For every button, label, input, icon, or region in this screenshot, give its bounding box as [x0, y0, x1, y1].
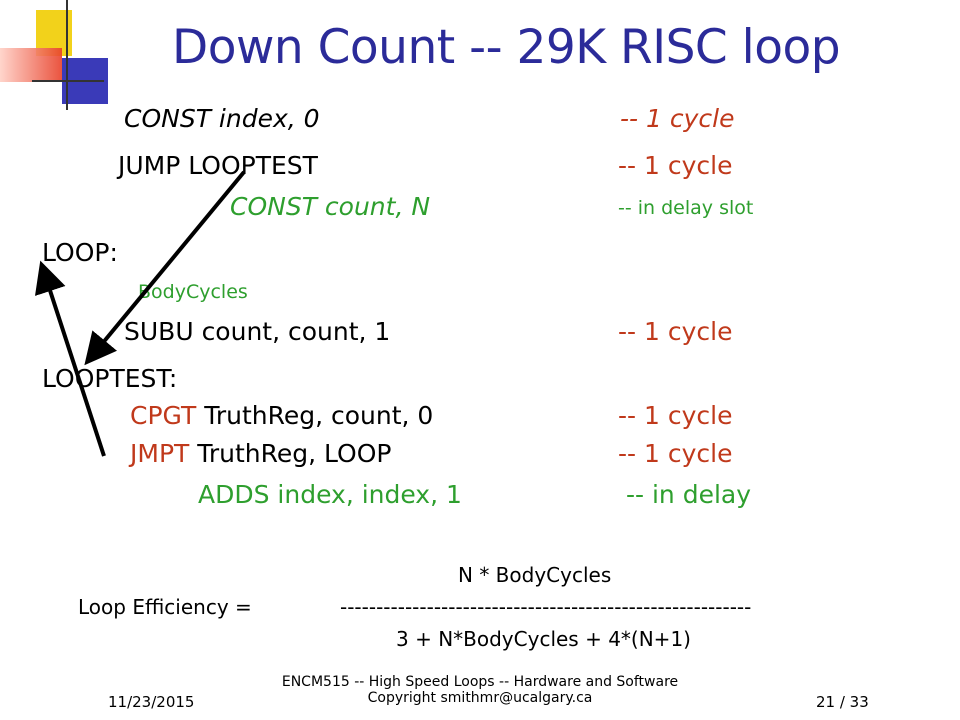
comment-jump-looptest: -- 1 cycle [618, 151, 733, 180]
formula-numerator: N * BodyCycles [458, 563, 612, 587]
footer-page-number: 21 / 33 [816, 693, 869, 711]
comment-adds: -- in delay [626, 480, 752, 509]
slide-title: Down Count -- 29K RISC loop [172, 20, 841, 75]
code-adds: ADDS index, index, 1 [198, 480, 462, 509]
label-looptest: LOOPTEST: [42, 364, 178, 393]
cpgt-args: TruthReg, count, 0 [196, 401, 434, 430]
code-const-count: CONST count, N [230, 192, 431, 221]
code-const-index: CONST index, 0 [124, 104, 320, 133]
corner-red-block [0, 48, 62, 82]
jmpt-args: TruthReg, LOOP [189, 439, 392, 468]
code-jump-looptest: JUMP LOOPTEST [118, 151, 318, 180]
formula-label: Loop Efficiency = [78, 595, 252, 619]
jmpt-opcode: JMPT [130, 439, 190, 468]
footer-date: 11/23/2015 [108, 693, 195, 711]
body-cycles-label: BodyCycles [138, 281, 248, 303]
comment-subu: -- 1 cycle [618, 317, 733, 346]
comment-const-count: -- in delay slot [618, 197, 754, 219]
corner-horizontal-line [32, 80, 104, 82]
comment-const-index: -- 1 cycle [620, 104, 735, 133]
label-loop: LOOP: [42, 238, 118, 267]
cpgt-opcode: CPGT [130, 401, 197, 430]
footer-course-title: ENCM515 -- High Speed Loops -- Hardware … [281, 674, 679, 690]
footer-copyright: Copyright smithmr@ucalgary.ca [367, 690, 593, 706]
code-cpgt: CPGT TruthReg, count, 0 [130, 400, 433, 432]
corner-vertical-line [66, 0, 68, 110]
footer-course: ENCM515 -- High Speed Loops -- Hardware … [250, 674, 710, 706]
formula-denominator: 3 + N*BodyCycles + 4*(N+1) [396, 627, 691, 651]
formula-divider: ----------------------------------------… [340, 595, 752, 619]
code-subu: SUBU count, count, 1 [124, 317, 391, 346]
comment-cpgt: -- 1 cycle [618, 401, 733, 430]
code-jmpt: JMPT TruthReg, LOOP [130, 438, 391, 470]
comment-jmpt: -- 1 cycle [618, 439, 733, 468]
